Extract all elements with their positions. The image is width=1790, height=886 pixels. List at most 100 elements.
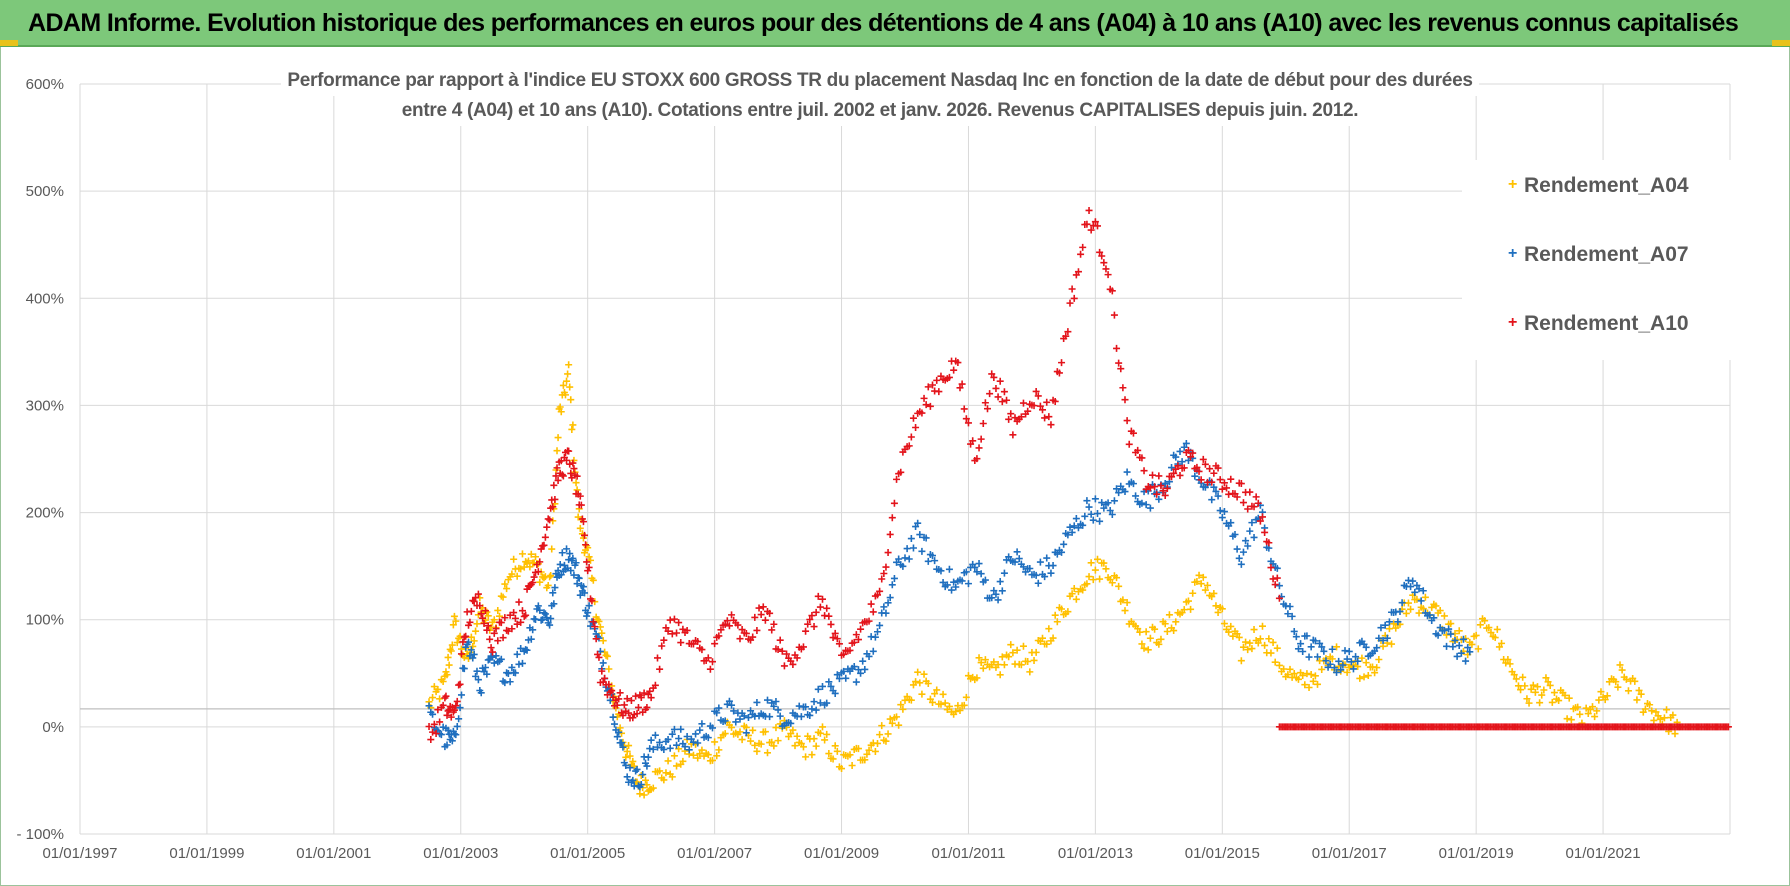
point-rendement-a04 [549,517,557,525]
point-rendement-a04 [1058,605,1066,613]
point-rendement-a04 [888,719,896,727]
point-rendement-a10 [1096,248,1104,256]
point-rendement-a07 [1047,569,1055,577]
point-rendement-a10 [456,680,464,688]
point-rendement-a07 [1451,636,1459,644]
point-rendement-a07 [1239,548,1247,556]
point-rendement-a10 [721,620,729,628]
point-rendement-a10 [1102,265,1110,273]
point-rendement-a04 [434,685,442,693]
point-rendement-a10 [1227,475,1235,483]
point-rendement-a07 [511,669,519,677]
point-rendement-a07 [996,578,1004,586]
point-rendement-a07 [673,741,681,749]
point-rendement-a10 [592,635,600,643]
point-rendement-a04 [585,553,593,561]
point-rendement-a04 [675,745,683,753]
point-rendement-a04 [1100,559,1108,567]
point-rendement-a04 [1603,692,1611,700]
point-rendement-a10 [656,665,664,673]
point-rendement-a04 [1660,714,1668,722]
y-tick-label: 500% [26,183,64,200]
point-rendement-a04 [1534,683,1541,691]
point-rendement-a04 [1485,624,1493,632]
point-rendement-a10 [570,465,578,473]
point-rendement-a07 [1377,624,1385,632]
point-rendement-a07 [1347,658,1355,666]
point-rendement-a10 [550,481,558,489]
point-rendement-a10 [776,636,784,644]
point-rendement-a07 [825,678,833,686]
point-rendement-a10 [1146,484,1154,492]
point-rendement-a07 [1235,554,1243,562]
point-rendement-a04 [1495,643,1503,651]
point-rendement-a04 [1436,607,1444,615]
point-rendement-a04 [694,754,702,762]
point-rendement-a04 [1204,581,1211,589]
point-rendement-a10 [922,401,930,409]
point-rendement-a07 [1168,464,1176,472]
point-rendement-a04 [791,742,799,750]
point-rendement-a10 [704,654,712,662]
x-tick-label: 01/01/2011 [931,845,1005,862]
point-rendement-a10 [958,380,966,388]
point-rendement-a04 [1108,579,1116,587]
point-rendement-a07 [1273,564,1281,572]
point-rendement-a07 [1138,499,1146,507]
point-rendement-a07 [563,545,571,553]
point-rendement-a10 [715,632,723,640]
point-rendement-a10 [443,711,451,719]
point-rendement-a04 [1527,685,1535,693]
point-rendement-a07 [823,699,831,707]
point-rendement-a10 [962,415,970,423]
point-rendement-a10 [1176,471,1184,479]
point-rendement-a10 [912,424,920,432]
point-rendement-a04 [540,574,548,582]
point-rendement-a07 [610,720,618,728]
point-rendement-a07 [506,678,514,686]
point-rendement-a07 [1352,653,1360,661]
point-rendement-a07 [1115,489,1123,497]
point-rendement-a04 [738,736,746,744]
point-rendement-a07 [497,655,505,663]
point-rendement-a07 [916,531,924,539]
point-rendement-a07 [1227,519,1235,527]
point-rendement-a10 [589,618,597,626]
point-rendement-a04 [1032,648,1040,656]
point-rendement-a04 [642,776,650,784]
point-rendement-a10 [751,613,759,621]
point-rendement-a04 [670,752,678,760]
point-rendement-a04 [564,370,572,378]
point-rendement-a10 [1239,499,1247,507]
point-rendement-a07 [1330,664,1338,672]
point-rendement-a10 [1275,594,1283,602]
point-rendement-a07 [994,596,1002,604]
point-rendement-a10 [725,622,733,630]
point-rendement-a07 [1430,614,1438,622]
point-rendement-a07 [1447,630,1455,638]
point-rendement-a04 [886,715,894,723]
point-rendement-a04 [1180,606,1188,614]
point-rendement-a07 [1290,627,1298,635]
point-rendement-a10 [979,420,987,428]
point-rendement-a04 [508,570,516,578]
point-rendement-a07 [1041,573,1049,581]
point-rendement-a04 [981,656,989,664]
point-rendement-a10 [789,660,797,668]
point-rendement-a10 [831,629,839,637]
point-rendement-a10 [591,623,599,631]
x-tick-label: 01/01/2017 [1312,845,1387,862]
point-rendement-a04 [526,563,534,571]
point-rendement-a04 [494,606,502,614]
point-rendement-a07 [1208,496,1216,504]
point-rendement-a04 [510,555,518,563]
point-rendement-a07 [599,659,607,667]
point-rendement-a04 [1210,589,1218,597]
point-rendement-a10 [522,611,530,619]
point-rendement-a07 [1096,517,1104,525]
point-rendement-a10 [541,533,549,541]
point-rendement-a04 [1481,617,1489,625]
point-rendement-a10 [929,381,936,389]
point-rendement-a07 [547,615,555,623]
point-rendement-a07 [857,669,865,677]
